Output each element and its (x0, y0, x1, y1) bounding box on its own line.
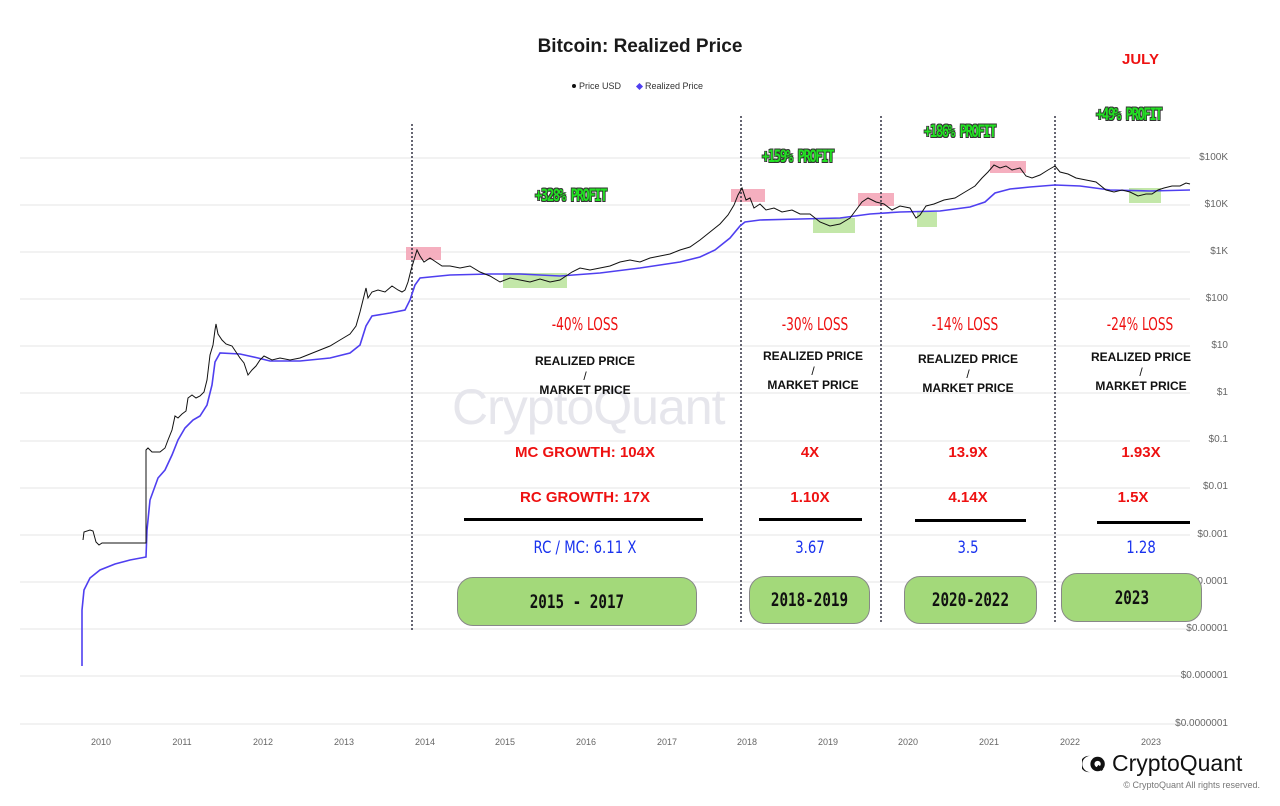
month-annotation: JULY (1122, 51, 1159, 68)
rp-line1: REALIZED PRICE (1090, 350, 1191, 364)
x-tick: 2011 (172, 737, 192, 747)
rc-growth-label: 1.5X (1117, 489, 1149, 506)
x-tick: 2012 (252, 737, 274, 747)
y-tick: $0.00001 (1186, 623, 1228, 634)
profit-label: +328% PROFIT (535, 186, 608, 206)
rc-growth-label: 1.10X (790, 489, 830, 506)
rc-mc-ratio: 3.5 (957, 538, 979, 558)
rc-mc-ratio: 1.28 (1126, 538, 1156, 558)
y-tick: $1K (1210, 246, 1228, 257)
y-tick: $0.1 (1208, 434, 1228, 445)
x-tick: 2017 (656, 737, 678, 747)
rp-slash: / (583, 369, 587, 383)
mc-growth-label: 1.93X (1121, 444, 1161, 461)
x-tick: 2019 (817, 737, 839, 747)
rp-line2: MARKET PRICE (922, 381, 1014, 395)
gridlines (20, 157, 1190, 725)
rp-line1: REALIZED PRICE (917, 352, 1018, 366)
realized-price-line (81, 184, 1191, 666)
profit-label: +186% PROFIT (924, 122, 997, 142)
x-tick: 2022 (1059, 737, 1081, 747)
y-tick: $0.000001 (1180, 670, 1228, 681)
x-tick: 2015 (494, 737, 516, 747)
y-tick: $0.001 (1197, 529, 1228, 540)
period-badge: 2020-2022 (904, 576, 1037, 624)
x-tick: 2020 (897, 737, 919, 747)
rp-line1: REALIZED PRICE (762, 349, 863, 363)
profit-label: +49% PROFIT (1096, 105, 1163, 125)
y-tick: $0.01 (1202, 481, 1228, 492)
period-badge: 2015 - 2017 (457, 577, 697, 626)
loss-label: -24% LOSS (1106, 314, 1174, 335)
brand-name: CryptoQuant (1112, 750, 1243, 776)
profit-label: +159% PROFIT (762, 147, 835, 167)
rp-slash: / (811, 364, 815, 378)
rp-line2: MARKET PRICE (767, 378, 859, 392)
mc-growth-label: 13.9X (948, 444, 988, 461)
realized-market-ratio-label: REALIZED PRICE / MARKET PRICE (890, 351, 1046, 397)
y-tick: $100K (1199, 152, 1228, 163)
y-tick: $10K (1204, 199, 1228, 210)
copyright: © CryptoQuant All rights reserved. (1123, 780, 1260, 790)
dot-marker-icon (572, 84, 576, 88)
cryptoquant-logo-icon (1082, 755, 1105, 772)
legend-item-realized[interactable]: Realized Price (635, 81, 704, 91)
rc-growth-label: RC GROWTH: 17X (519, 489, 650, 506)
fraction-bar (759, 518, 862, 521)
rc-growth-label: 4.14X (948, 489, 988, 506)
rp-slash: / (966, 367, 970, 381)
fraction-bar (915, 519, 1026, 522)
x-tick: 2016 (575, 737, 597, 747)
mc-growth-label: MC GROWTH: 104X (514, 444, 655, 461)
x-tick: 2023 (1140, 737, 1162, 747)
loss-label: -40% LOSS (551, 314, 619, 335)
y-tick: $0.0001 (1191, 576, 1228, 587)
mc-growth-label: 4X (800, 444, 820, 461)
y-tick: $100 (1205, 293, 1228, 304)
legend-label: Realized Price (645, 81, 704, 91)
period-label: 2020-2022 (931, 589, 1010, 611)
x-tick: 2013 (333, 737, 355, 747)
x-tick: 2014 (414, 737, 436, 747)
x-tick: 2018 (736, 737, 758, 747)
highlight-boxes (406, 161, 1161, 288)
loss-label: -30% LOSS (781, 314, 849, 335)
loss-label: -14% LOSS (931, 314, 999, 335)
watermark: CryptoQuant (452, 379, 725, 435)
x-tick: 2010 (90, 737, 112, 747)
y-tick: $10 (1211, 340, 1228, 351)
rp-line2: MARKET PRICE (1095, 379, 1187, 393)
legend-item-price[interactable]: Price USD (572, 81, 621, 91)
rp-slash: / (1139, 365, 1143, 379)
cycle-dividers (411, 116, 1056, 632)
price-usd-line (82, 164, 1191, 546)
period-badge: 2018-2019 (749, 576, 870, 624)
legend-label: Price USD (579, 81, 622, 91)
x-tick: 2021 (978, 737, 1000, 747)
rp-line1: REALIZED PRICE (534, 354, 635, 368)
rc-mc-ratio: 3.67 (795, 538, 825, 558)
fraction-bar (464, 518, 703, 521)
period-badge: 2023 (1061, 573, 1202, 622)
y-tick: $0.0000001 (1175, 718, 1228, 729)
chart-title-text: Bitcoin: Realized Price (537, 36, 743, 57)
chart-title: Bitcoin: Realized Price (0, 36, 1280, 58)
realized-market-ratio-label: REALIZED PRICE / MARKET PRICE (740, 348, 886, 394)
fraction-bar (1097, 521, 1190, 524)
chart-legend: Price USD Realized Price (572, 81, 703, 91)
rc-mc-ratio: RC / MC: 6.11 X (533, 538, 637, 558)
realized-market-ratio-label: REALIZED PRICE / MARKET PRICE (1068, 349, 1214, 395)
cryptoquant-brand: CryptoQuant (1082, 750, 1242, 777)
realized-market-ratio-label: REALIZED PRICE / MARKET PRICE (500, 353, 670, 399)
period-label: 2015 - 2017 (529, 590, 625, 613)
rp-line2: MARKET PRICE (539, 383, 631, 397)
y-tick: $1 (1216, 387, 1228, 398)
period-label: 2023 (1114, 586, 1149, 609)
period-label: 2018-2019 (770, 589, 849, 611)
